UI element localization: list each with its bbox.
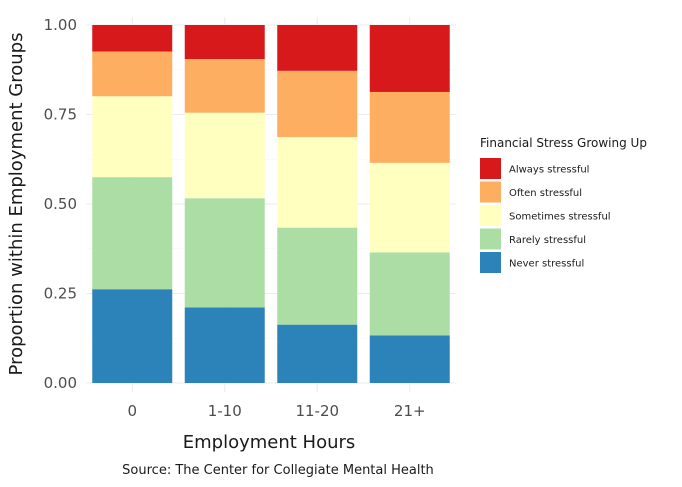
bar-segment-often-stressful-21+ [369, 91, 450, 163]
bar-segment-never-stressful-1-10 [184, 307, 265, 383]
legend-swatch [480, 252, 501, 273]
legend-swatch [480, 181, 501, 203]
legend-label: Rarely stressful [509, 235, 586, 246]
y-tick-label: 0.75 [44, 106, 77, 124]
legend-swatch [480, 205, 501, 226]
bar-segment-rarely-stressful-11-20 [277, 227, 358, 325]
bar-segment-rarely-stressful-21+ [369, 252, 450, 336]
legend-label: Often stressful [509, 188, 582, 199]
legend: Financial Stress Growing Up Always stres… [480, 136, 647, 273]
source-caption: Source: The Center for Collegiate Mental… [122, 463, 434, 478]
legend-title: Financial Stress Growing Up [480, 136, 647, 150]
legend-label: Never stressful [509, 259, 584, 270]
legend-swatch [480, 158, 501, 179]
bar-segment-always-stressful-0 [92, 25, 173, 52]
x-tick-label: 11-20 [295, 402, 339, 420]
bar-segment-sometimes-stressful-0 [92, 96, 173, 178]
legend-swatch [480, 228, 501, 250]
bar-segment-sometimes-stressful-21+ [369, 162, 450, 253]
bar-segment-sometimes-stressful-1-10 [184, 112, 265, 199]
x-axis-title: Employment Hours [183, 432, 356, 453]
bar-segment-often-stressful-11-20 [277, 70, 358, 138]
y-tick-label: 0.00 [44, 374, 77, 392]
y-tick-label: 1.00 [44, 16, 77, 34]
y-tick-label: 0.50 [44, 195, 77, 213]
x-tick-label: 0 [127, 402, 137, 420]
bar-segment-often-stressful-0 [92, 51, 173, 97]
bar-segment-sometimes-stressful-11-20 [277, 137, 358, 228]
bar-segment-rarely-stressful-1-10 [184, 198, 265, 308]
bar-segment-never-stressful-11-20 [277, 324, 358, 383]
x-tick-label: 1-10 [208, 402, 242, 420]
y-tick-label: 0.25 [44, 285, 77, 303]
bars [92, 25, 450, 383]
bar-segment-never-stressful-21+ [369, 335, 450, 383]
y-axis-title: Proportion within Employment Groups [6, 33, 27, 376]
bar-segment-often-stressful-1-10 [184, 59, 265, 113]
legend-label: Sometimes stressful [509, 212, 611, 223]
x-tick-label: 21+ [394, 402, 426, 420]
bar-segment-always-stressful-1-10 [184, 25, 265, 60]
bar-segment-never-stressful-0 [92, 289, 173, 383]
legend-label: Always stressful [509, 165, 589, 176]
bar-segment-rarely-stressful-0 [92, 177, 173, 290]
bar-segment-always-stressful-11-20 [277, 25, 358, 71]
x-axis: 0 1-10 11-20 21+ [127, 402, 425, 420]
y-axis: 0.00 0.25 0.50 0.75 1.00 [44, 16, 77, 392]
bar-segment-always-stressful-21+ [369, 25, 450, 92]
